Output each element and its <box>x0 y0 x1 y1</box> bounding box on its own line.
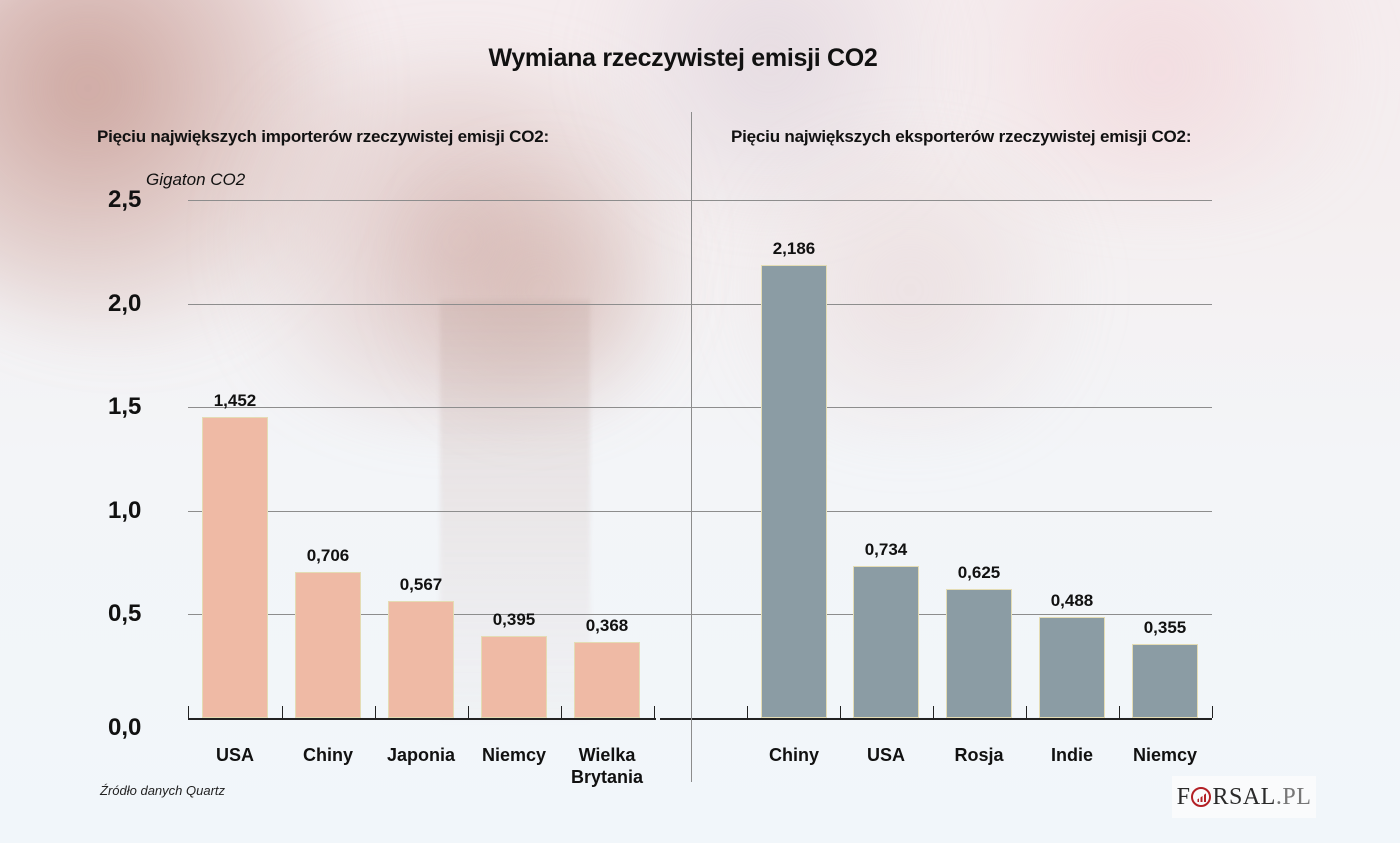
exporters-bar <box>946 588 1012 718</box>
importers-value-label: 0,368 <box>585 615 629 635</box>
importers-bar <box>574 641 640 718</box>
exporters-value-label: 0,625 <box>957 562 1001 582</box>
logo-text-prefix: F <box>1176 783 1191 810</box>
x-axis-tick <box>468 706 469 718</box>
exporters-value-label: 0,734 <box>864 539 908 559</box>
logo-chart-icon <box>1191 787 1212 807</box>
x-axis-tick <box>747 706 748 718</box>
gridline <box>188 614 1212 616</box>
importers-x-axis <box>188 718 656 720</box>
exporters-category-label: Niemcy <box>1132 745 1198 765</box>
importers-category-label: Wielka Brytania <box>570 745 644 787</box>
exporters-value-label: 0,488 <box>1050 590 1094 610</box>
x-axis-tick <box>1119 706 1120 718</box>
x-axis-tick <box>561 706 562 718</box>
exporters-category-label: Rosja <box>954 745 1004 765</box>
x-axis-tick <box>282 706 283 718</box>
y-axis-tick-label: 0,0 <box>108 714 142 741</box>
exporters-subtitle: Pięciu największych eksporterów rzeczywi… <box>731 127 1192 146</box>
y-axis-tick-label: 1,0 <box>108 496 142 524</box>
importers-category-label: Niemcy <box>481 745 547 765</box>
importers-bar <box>388 600 454 718</box>
importers-subtitle: Pięciu największych importerów rzeczywis… <box>97 127 549 146</box>
exporters-category-label: Indie <box>1050 745 1093 765</box>
importers-category-label: Chiny <box>302 745 353 765</box>
gridline <box>188 200 1212 201</box>
x-axis-tick <box>1212 706 1213 718</box>
chart-title: Wymiana rzeczywistej emisji CO2 <box>488 44 878 72</box>
exporters-bar <box>761 265 827 718</box>
panel-divider <box>691 112 692 782</box>
exporters-x-axis <box>660 718 1212 720</box>
gridline <box>188 510 1212 512</box>
importers-category-label: Japonia <box>386 745 456 765</box>
x-axis-tick <box>840 706 841 718</box>
importers-bar <box>295 571 361 718</box>
x-axis-tick <box>188 706 189 718</box>
exporters-bar <box>853 565 919 718</box>
exporters-value-label: 2,186 <box>772 239 816 259</box>
y-axis-tick-label: 0,5 <box>108 600 142 628</box>
exporters-bar <box>1132 644 1198 718</box>
exporters-category-label: USA <box>866 745 905 765</box>
importers-value-label: 0,706 <box>306 545 350 565</box>
data-source-note: Źródło danych Quartz <box>100 783 226 798</box>
forsal-logo: F RSAL .PL <box>1172 776 1316 818</box>
importers-value-label: 0,567 <box>399 574 443 594</box>
gridline <box>188 303 1212 305</box>
exporters-bar <box>1039 616 1105 718</box>
logo-text-suffix: RSAL <box>1212 783 1276 810</box>
importers-value-label: 0,395 <box>492 610 536 630</box>
x-axis-tick <box>654 706 655 718</box>
importers-value-label: 1,452 <box>213 391 257 411</box>
logo-text-domain: .PL <box>1275 783 1312 810</box>
exporters-value-label: 0,355 <box>1143 618 1187 638</box>
x-axis-tick <box>933 706 934 718</box>
importers-bar <box>481 636 547 718</box>
y-axis-tick-label: 2,0 <box>108 289 142 317</box>
y-axis-tick-label: 2,5 <box>108 186 142 213</box>
y-axis-unit-label: Gigaton CO2 <box>146 170 246 189</box>
y-axis-tick-label: 1,5 <box>108 393 142 421</box>
importers-category-label: USA <box>215 745 254 765</box>
importers-bar <box>202 417 268 718</box>
x-axis-tick <box>375 706 376 718</box>
exporters-category-label: Chiny <box>768 745 819 765</box>
x-axis-tick <box>1026 706 1027 718</box>
gridline <box>188 407 1212 409</box>
